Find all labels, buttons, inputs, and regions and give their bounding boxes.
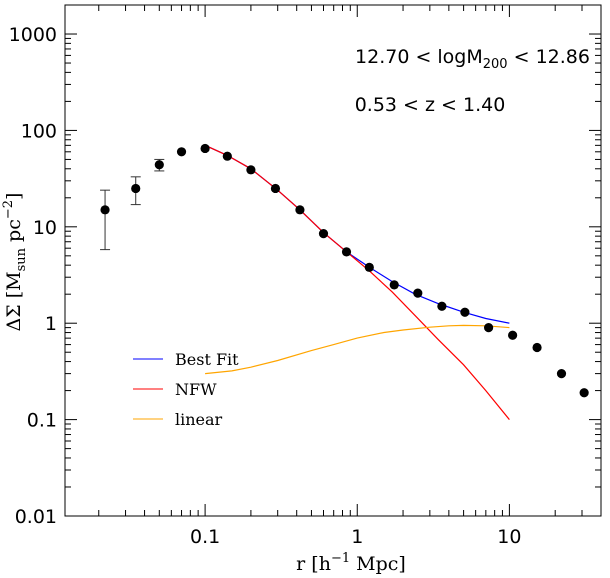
x-tick-label: 0.1 [190, 526, 220, 548]
data-point [364, 262, 374, 272]
data-point [176, 147, 187, 157]
data-point [270, 183, 281, 194]
fit-curves [204, 144, 510, 420]
legend-label-nfw: NFW [175, 380, 217, 399]
data-points [100, 143, 589, 398]
data-point [131, 183, 141, 194]
data-point [460, 307, 470, 317]
legend-label-linear: linear [175, 410, 223, 429]
legend-label-best-fit: Best Fit [175, 350, 239, 369]
annotation-mass-range: 12.70 < logM200 < 12.86 [355, 46, 590, 72]
y-tick-label: 1000 [9, 24, 57, 46]
data-point [413, 288, 423, 298]
axis-ticks [65, 4, 602, 517]
annotation-redshift-range: 0.53 < z < 1.40 [355, 94, 506, 116]
x-tick-label: 1 [351, 526, 363, 548]
data-point [318, 229, 329, 239]
data-point [389, 280, 399, 290]
y-tick-label: 0.01 [15, 506, 57, 528]
x-tick-label: 10 [497, 526, 521, 548]
data-point [437, 301, 447, 311]
data-point [341, 247, 352, 257]
data-point [246, 165, 256, 175]
y-tick-label: 0.1 [27, 410, 57, 432]
data-point [200, 143, 210, 154]
data-point [100, 205, 110, 215]
y-tick-label: 100 [21, 120, 57, 142]
y-axis-label: ΔΣ [Msun pc−2] [1, 193, 29, 332]
x-axis-label: r [h−1 Mpc] [296, 551, 406, 575]
data-point [484, 323, 494, 333]
y-tick-label: 10 [33, 217, 57, 239]
plot-frame [64, 4, 602, 517]
linear-line [205, 324, 510, 375]
data-point [579, 388, 589, 398]
nfw-line [204, 144, 510, 420]
data-point [295, 205, 305, 215]
data-point [222, 151, 232, 161]
data-point [154, 160, 164, 170]
tick-labels: 0.1 1 10 0.01 0.1 1 10 100 1000 [9, 24, 522, 548]
y-tick-label: 1 [45, 313, 57, 335]
legend: Best Fit NFW linear [133, 350, 239, 429]
data-point [532, 342, 542, 353]
data-point [508, 330, 518, 340]
data-point [556, 369, 567, 379]
